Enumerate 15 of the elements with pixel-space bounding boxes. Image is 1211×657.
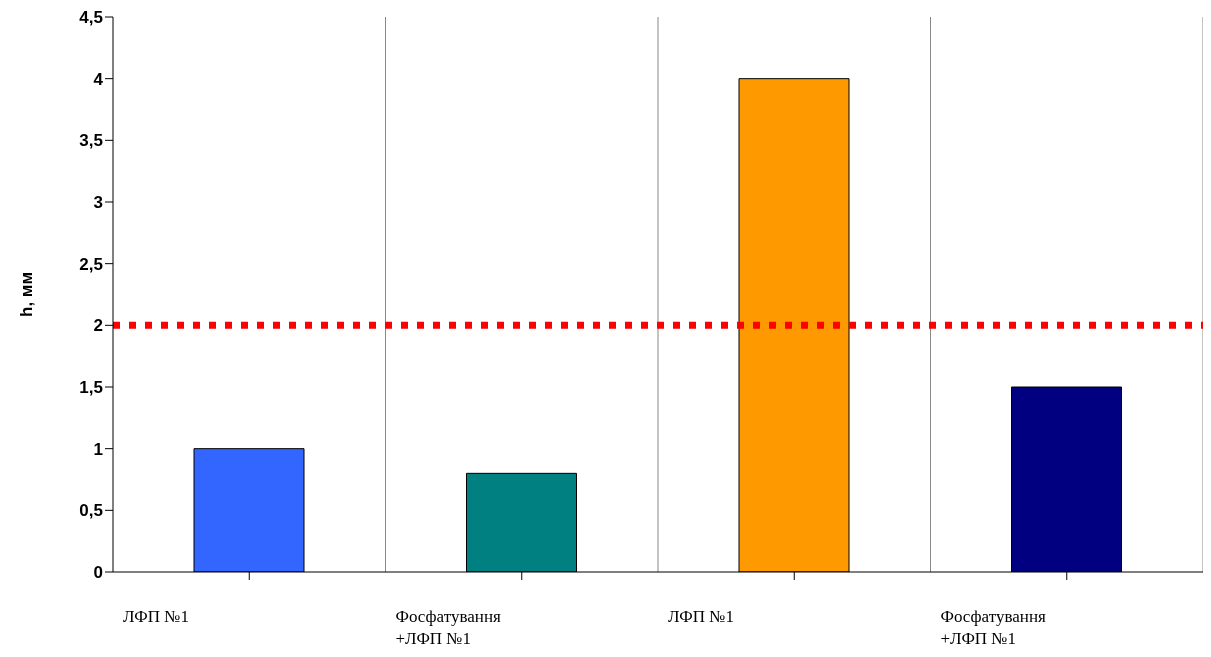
y-tick-label: 4	[93, 69, 104, 89]
x-tick-label: ЛФП №1	[123, 607, 189, 626]
y-axis-title: h, мм	[17, 272, 37, 317]
y-tick-label: 1,5	[79, 378, 103, 398]
y-tick-label: 0,5	[79, 501, 103, 521]
x-tick-label: ЛФП №1	[668, 607, 734, 626]
y-tick-label: 2,5	[79, 254, 103, 274]
y-tick-label: 4,5	[79, 8, 103, 28]
x-tick-label: Фосфатування +ЛФП №1	[940, 607, 1046, 648]
y-tick-label: 2	[93, 316, 103, 336]
y-tick-label: 3,5	[79, 131, 103, 151]
x-tick-label: Фосфатування +ЛФП №1	[395, 607, 501, 648]
y-tick-label: 0	[93, 563, 103, 583]
y-tick-label: 3	[93, 193, 103, 213]
y-tick-label: 1	[93, 439, 103, 459]
